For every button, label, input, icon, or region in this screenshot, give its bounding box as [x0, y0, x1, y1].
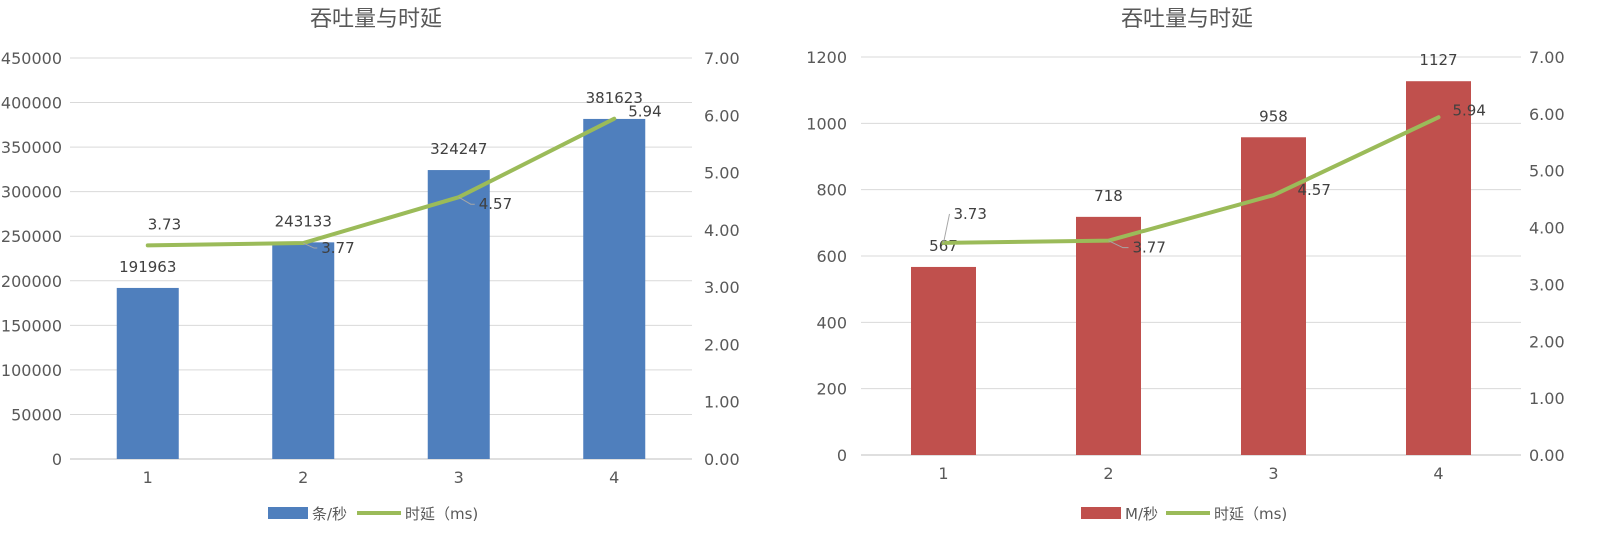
- y-right-tick-label: 0.00: [704, 450, 740, 469]
- legend-line-label: 时延（ms): [405, 505, 478, 523]
- chart-title: 吞吐量与时延: [310, 7, 442, 32]
- legend-bar-swatch: [268, 507, 308, 519]
- y-right-tick-label: 6.00: [704, 106, 740, 125]
- x-category-label: 4: [1433, 464, 1443, 483]
- y-right-tick-label: 4.00: [704, 221, 740, 240]
- chart-left-svg: 吞吐量与时延 0 50000 100000 150000 200000 250000 3000…: [1, 7, 740, 523]
- y-right-tick-label: 2.00: [704, 335, 740, 354]
- y-left-tick-label: 350000: [1, 138, 62, 157]
- x-category-label: 1: [938, 464, 948, 483]
- data-label-leader: [458, 196, 475, 205]
- y-left-tick-label: 150000: [1, 316, 62, 335]
- bar: [272, 242, 335, 459]
- y-right-tick-label: 1.00: [1529, 389, 1565, 408]
- bar: [1241, 137, 1306, 455]
- bar: [583, 118, 646, 459]
- latency-line: [145, 116, 617, 248]
- y-left-tick-label: 400: [816, 313, 847, 332]
- legend-bar-label: M/秒: [1125, 505, 1158, 523]
- y-left-tick-label: 400000: [1, 94, 62, 113]
- bar: [1406, 81, 1471, 455]
- y-left-tick-label: 200: [816, 380, 847, 399]
- y-left-tick-label: 300000: [1, 183, 62, 202]
- x-category-label: 2: [1103, 464, 1113, 483]
- line-value-label: 3.77: [1133, 239, 1166, 257]
- y-right-tick-label: 5.00: [704, 164, 740, 183]
- x-category-label: 3: [1268, 464, 1278, 483]
- line-value-label: 3.73: [954, 205, 987, 223]
- x-category-label: 2: [298, 468, 308, 487]
- line-value-label: 3.77: [321, 239, 354, 257]
- y-left-tick-label: 1200: [806, 48, 847, 67]
- y-left-tick-label: 1000: [806, 114, 847, 133]
- y-left-tick-label: 100000: [1, 361, 62, 380]
- legend-bar-label: 条/秒: [312, 505, 347, 523]
- legend-line-label: 时延（ms): [1214, 505, 1287, 523]
- x-category-label: 4: [609, 468, 619, 487]
- y-right-tick-label: 6.00: [1529, 105, 1565, 124]
- legend-bar-swatch: [1081, 507, 1121, 519]
- chart-left: 吞吐量与时延 0 50000 100000 150000 200000 250000 3000…: [0, 0, 801, 536]
- y-right-tick-label: 5.00: [1529, 162, 1565, 181]
- bar-value-label: 567: [929, 237, 958, 255]
- bar-value-label: 1127: [1419, 51, 1457, 69]
- y-right-tick-label: 0.00: [1529, 446, 1565, 465]
- y-left-tick-label: 600: [816, 247, 847, 266]
- y-left-tick-label: 450000: [1, 49, 62, 68]
- line-value-label: 4.57: [479, 195, 512, 213]
- line-value-label: 3.73: [148, 215, 181, 233]
- bar-value-label: 958: [1259, 107, 1288, 125]
- bar-value-label: 243133: [275, 212, 332, 230]
- chart-right: 吞吐量与时延 0 200 400 600 800 1000 1200 0.00 1.00 2.00 3…: [801, 0, 1602, 536]
- bar: [1076, 216, 1141, 455]
- line-value-label: 4.57: [1298, 181, 1331, 199]
- bar-value-label: 718: [1094, 187, 1123, 205]
- y-left-tick-label: 0: [837, 446, 847, 465]
- x-category-label: 3: [454, 468, 464, 487]
- y-right-tick-label: 3.00: [1529, 275, 1565, 294]
- y-right-tick-label: 4.00: [1529, 219, 1565, 238]
- data-label-leader: [943, 213, 950, 244]
- y-right-tick-label: 1.00: [704, 393, 740, 412]
- bar: [116, 287, 179, 459]
- latency-line: [941, 115, 1441, 245]
- bar-value-label: 324247: [430, 140, 487, 158]
- data-label-leader: [1108, 240, 1129, 249]
- bar-value-label: 381623: [586, 89, 643, 107]
- y-right-tick-label: 7.00: [704, 49, 740, 68]
- y-left-tick-label: 0: [52, 450, 62, 469]
- chart-title: 吞吐量与时延: [1121, 7, 1253, 32]
- line-value-label: 5.94: [1453, 101, 1486, 119]
- y-left-tick-label: 250000: [1, 227, 62, 246]
- y-left-tick-label: 800: [816, 181, 847, 200]
- chart-right-svg: 吞吐量与时延 0 200 400 600 800 1000 1200 0.00 1.00 2.00 3…: [806, 7, 1565, 523]
- line-value-label: 5.94: [628, 103, 661, 121]
- bar: [427, 170, 490, 460]
- bar-value-label: 191963: [119, 258, 176, 276]
- x-category-label: 1: [143, 468, 153, 487]
- y-right-tick-label: 2.00: [1529, 332, 1565, 351]
- y-left-tick-label: 50000: [11, 405, 62, 424]
- bar: [911, 266, 976, 455]
- y-left-tick-label: 200000: [1, 272, 62, 291]
- data-label-leader: [303, 242, 318, 249]
- y-right-tick-label: 3.00: [704, 278, 740, 297]
- y-right-tick-label: 7.00: [1529, 48, 1565, 67]
